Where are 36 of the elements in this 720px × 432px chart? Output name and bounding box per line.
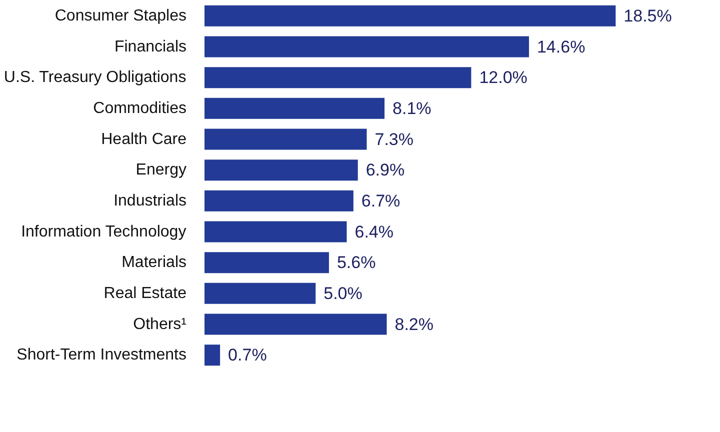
y-tick-label: Short-Term Investments: [16, 346, 186, 364]
bar: [204, 128, 367, 150]
data-label: 5.6%: [336, 253, 376, 272]
bar: [204, 252, 329, 274]
y-tick-label: Information Technology: [21, 223, 186, 240]
y-tick-label: Health Care: [101, 130, 187, 148]
bar: [204, 36, 529, 58]
bar: [204, 344, 220, 366]
data-label: 7.3%: [374, 130, 414, 149]
bar: [204, 67, 472, 88]
bar: [204, 314, 387, 335]
bar: [204, 5, 616, 26]
data-label: 18.5%: [624, 6, 672, 26]
y-tick-label: Industrials: [114, 192, 186, 210]
data-label: 12.0%: [479, 68, 528, 88]
bar: [204, 190, 354, 212]
data-label: 0.7%: [228, 346, 267, 365]
y-tick-label: Consumer Staples: [54, 7, 187, 24]
y-tick-label: Others¹: [133, 316, 186, 333]
y-tick-label: Materials: [122, 254, 186, 272]
bar: [204, 160, 358, 181]
bar: [204, 221, 347, 242]
y-tick-label: Real Estate: [104, 284, 187, 302]
y-tick-label: Energy: [136, 162, 187, 179]
bar: [204, 98, 385, 119]
y-tick-label: U.S. Treasury Obligations: [4, 69, 186, 86]
data-label: 6.7%: [361, 191, 400, 210]
data-label: 8.2%: [394, 314, 434, 334]
data-label: 8.1%: [392, 98, 432, 118]
data-label: 14.6%: [536, 37, 586, 56]
bar: [204, 282, 316, 304]
data-label: 6.9%: [366, 160, 405, 180]
y-tick-label: Commodities: [93, 100, 186, 117]
y-tick-label: Financials: [114, 38, 186, 56]
data-label: 6.4%: [354, 222, 394, 242]
data-label: 5.0%: [324, 284, 362, 303]
